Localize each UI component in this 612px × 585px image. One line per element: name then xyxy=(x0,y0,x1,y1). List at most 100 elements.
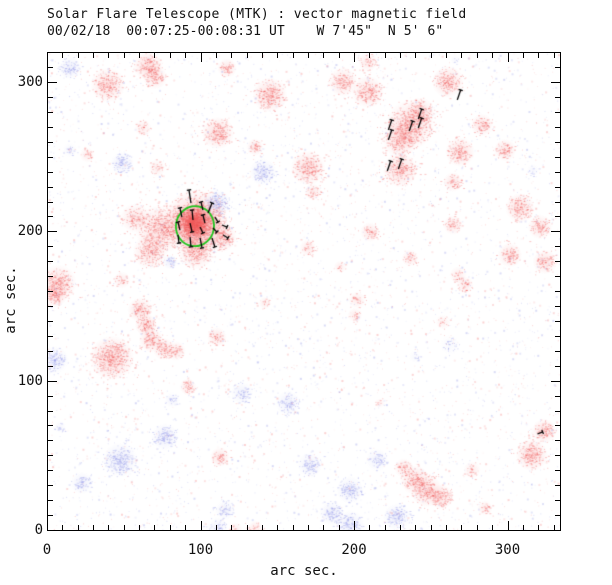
tick-mark xyxy=(185,525,186,530)
tick-mark xyxy=(48,351,53,352)
tick-mark xyxy=(555,67,560,68)
tick-mark xyxy=(555,485,560,486)
tick-mark xyxy=(555,112,560,113)
tick-mark xyxy=(78,525,79,530)
tick-mark xyxy=(555,500,560,501)
tick-mark xyxy=(385,53,386,58)
tick-mark xyxy=(247,53,248,58)
tick-mark xyxy=(555,172,560,173)
tick-mark xyxy=(555,276,560,277)
tick-mark xyxy=(555,261,560,262)
tick-mark xyxy=(492,525,493,530)
tick-mark xyxy=(48,187,53,188)
tick-mark xyxy=(354,521,355,530)
tick-mark xyxy=(201,521,202,530)
tick-mark xyxy=(431,525,432,530)
tick-mark xyxy=(48,67,53,68)
tick-mark xyxy=(48,291,53,292)
tick-mark xyxy=(369,53,370,58)
plot-frame xyxy=(47,52,561,531)
tick-mark xyxy=(48,261,53,262)
tick-mark xyxy=(538,525,539,530)
tick-mark xyxy=(48,82,57,83)
tick-mark xyxy=(551,82,560,83)
tick-mark xyxy=(461,53,462,58)
tick-mark xyxy=(124,53,125,58)
tick-mark xyxy=(555,306,560,307)
tick-mark xyxy=(555,97,560,98)
tick-mark xyxy=(231,525,232,530)
tick-mark xyxy=(323,525,324,530)
tick-mark xyxy=(339,525,340,530)
y-tick-label: 0 xyxy=(34,522,43,538)
tick-mark xyxy=(48,306,53,307)
tick-mark xyxy=(293,525,294,530)
tick-mark xyxy=(48,246,53,247)
tick-mark xyxy=(139,525,140,530)
y-tick-label: 100 xyxy=(17,372,43,389)
tick-mark xyxy=(154,53,155,58)
tick-mark xyxy=(231,53,232,58)
tick-mark xyxy=(170,525,171,530)
tick-mark xyxy=(48,172,53,173)
tick-mark xyxy=(47,521,48,530)
tick-mark xyxy=(555,351,560,352)
y-axis-label: arc sec. xyxy=(3,266,19,334)
tick-mark xyxy=(555,216,560,217)
x-tick-label: 0 xyxy=(42,542,52,558)
tick-mark xyxy=(555,425,560,426)
tick-mark xyxy=(124,525,125,530)
x-axis-label: arc sec. xyxy=(270,563,338,579)
tick-mark xyxy=(48,276,53,277)
tick-mark xyxy=(477,53,478,58)
tick-mark xyxy=(555,127,560,128)
tick-mark xyxy=(555,336,560,337)
tick-mark xyxy=(108,525,109,530)
tick-mark xyxy=(308,53,309,58)
tick-mark xyxy=(446,525,447,530)
magnetogram-canvas xyxy=(48,53,560,530)
tick-mark xyxy=(555,202,560,203)
y-tick-label: 200 xyxy=(17,223,43,240)
tick-mark xyxy=(170,53,171,58)
tick-mark xyxy=(523,53,524,58)
tick-mark xyxy=(555,321,560,322)
tick-mark xyxy=(262,525,263,530)
tick-mark xyxy=(62,53,63,58)
tick-mark xyxy=(48,97,53,98)
tick-mark xyxy=(48,425,53,426)
tick-mark xyxy=(555,187,560,188)
tick-mark xyxy=(48,142,53,143)
tick-mark xyxy=(415,53,416,58)
tick-mark xyxy=(555,366,560,367)
x-tick-label: 200 xyxy=(341,542,367,558)
tick-mark xyxy=(277,525,278,530)
tick-mark xyxy=(400,525,401,530)
tick-mark xyxy=(551,231,560,232)
tick-mark xyxy=(415,525,416,530)
tick-mark xyxy=(48,112,53,113)
tick-mark xyxy=(48,366,53,367)
tick-mark xyxy=(48,440,53,441)
tick-mark xyxy=(93,525,94,530)
tick-mark xyxy=(216,53,217,58)
tick-mark xyxy=(139,53,140,58)
tick-mark xyxy=(62,525,63,530)
tick-mark xyxy=(492,53,493,58)
tick-mark xyxy=(48,202,53,203)
tick-mark xyxy=(48,231,57,232)
tick-mark xyxy=(216,525,217,530)
tick-mark xyxy=(308,525,309,530)
tick-mark xyxy=(369,525,370,530)
tick-mark xyxy=(48,411,53,412)
tick-mark xyxy=(48,470,53,471)
tick-mark xyxy=(47,53,48,62)
tick-mark xyxy=(185,53,186,58)
x-tick-label: 300 xyxy=(494,542,521,558)
tick-mark xyxy=(538,53,539,58)
tick-mark xyxy=(508,53,509,62)
tick-mark xyxy=(108,53,109,58)
tick-mark xyxy=(555,142,560,143)
tick-mark xyxy=(48,321,53,322)
